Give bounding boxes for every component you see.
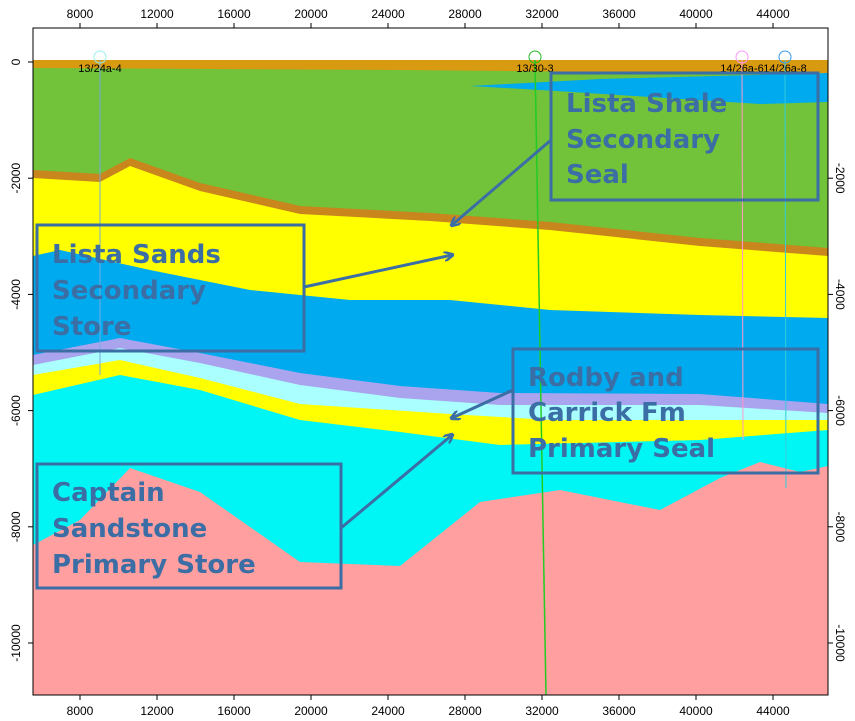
well-label: 13/24a-4	[78, 63, 121, 75]
x-tick-label: 40000	[679, 7, 713, 21]
y-tick-label: 0	[9, 58, 23, 65]
x-tick-label: 28000	[448, 704, 482, 718]
annotation-text: Seal	[566, 160, 629, 190]
x-tick-label: 20000	[294, 704, 328, 718]
annotation-text: Sandstone	[52, 514, 207, 544]
x-tick-label: 12000	[140, 7, 174, 21]
y-tick-label: -4000	[9, 279, 23, 310]
annotation-text: Primary Seal	[528, 434, 715, 464]
x-tick-label: 32000	[525, 704, 559, 718]
x-tick-label: 36000	[602, 7, 636, 21]
y-tick-label: -8000	[833, 511, 847, 542]
x-tick-label: 20000	[294, 7, 328, 21]
y-tick-label: -2000	[833, 163, 847, 194]
x-tick-label: 24000	[371, 7, 405, 21]
annotation-text: Carrick Fm	[528, 398, 686, 428]
x-tick-label: 16000	[217, 704, 251, 718]
x-tick-label: 40000	[679, 704, 713, 718]
annotation-text: Lista Shale	[566, 89, 727, 119]
annotation-text: Captain	[52, 478, 165, 508]
page: 13/24a-4 13/30-3 14/26a-6 14/26a-8 Lista…	[0, 0, 855, 721]
x-tick-label: 12000	[140, 704, 174, 718]
x-tick-label: 44000	[756, 7, 790, 21]
cross-section: 13/24a-4 13/30-3 14/26a-6 14/26a-8 Lista…	[0, 0, 855, 721]
y-tick-label: -2000	[9, 163, 23, 194]
x-tick-label: 24000	[371, 704, 405, 718]
well-label: 13/30-3	[516, 63, 553, 75]
y-tick-label: -6000	[833, 395, 847, 426]
x-tick-label: 8000	[67, 704, 94, 718]
annotation-text: Store	[52, 312, 131, 342]
y-tick-label: -10000	[9, 624, 23, 662]
x-tick-label: 44000	[756, 704, 790, 718]
annotation-text: Lista Sands	[52, 240, 221, 270]
x-tick-label: 28000	[448, 7, 482, 21]
annotation-text: Primary Store	[52, 550, 256, 580]
y-tick-label: -8000	[9, 511, 23, 542]
y-tick-label: -6000	[9, 395, 23, 426]
annotation-text: Rodby and	[528, 363, 684, 393]
annotation-text: Secondary	[566, 125, 720, 155]
x-tick-label: 16000	[217, 7, 251, 21]
x-tick-label: 8000	[67, 7, 94, 21]
annotation-text: Secondary	[52, 276, 206, 306]
y-tick-label: -10000	[833, 624, 847, 662]
x-tick-label: 36000	[602, 704, 636, 718]
y-tick-label: -4000	[833, 279, 847, 310]
x-tick-label: 32000	[525, 7, 559, 21]
